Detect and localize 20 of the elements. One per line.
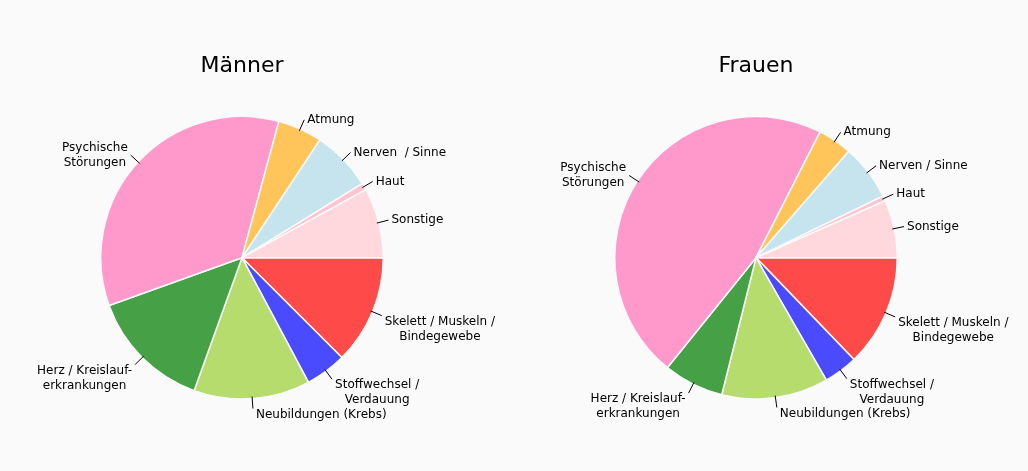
slice-label: Atmung (843, 124, 891, 139)
slice-label: Herz / Kreislauf- erkrankungen (37, 362, 133, 392)
slice-label: Psychische Störungen (62, 139, 128, 169)
slice-label: Nerven / Sinne (353, 144, 447, 159)
chart-title: Männer (200, 51, 285, 77)
slice-label: Skelett / Muskeln / Bindegewebe (898, 315, 1010, 345)
slice-label: Nerven / Sinne (879, 157, 968, 172)
slice-label: Neubildungen (Krebs) (255, 406, 387, 421)
slice-label: Psychische Störungen (560, 160, 627, 190)
slice-label: Stoffwechsel / Verdauung (849, 376, 935, 406)
slice-label: Sonstige (907, 218, 959, 233)
slice-label: Haut (375, 173, 405, 188)
slice-label: Neubildungen (Krebs) (779, 405, 911, 420)
slice-label: Sonstige (391, 212, 444, 227)
slice-label: Skelett / Muskeln / Bindegewebe (384, 313, 496, 343)
slice-label: Herz / Kreislauf- erkrankungen (590, 391, 686, 421)
slice-label: Atmung (307, 111, 355, 126)
chart-title: Frauen (718, 51, 794, 77)
slice-label: Stoffwechsel / Verdauung (335, 377, 421, 407)
slice-label: Haut (896, 186, 926, 201)
